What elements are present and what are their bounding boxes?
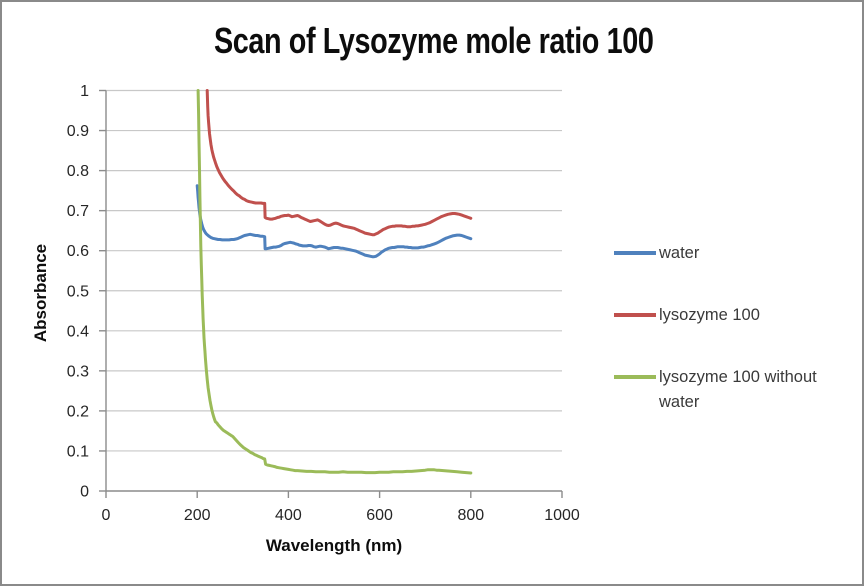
legend-label-lysozyme-100-without-water: lysozyme 100 without water — [659, 368, 817, 411]
y-tick-label: 1 — [80, 83, 89, 100]
legend-line-swatch-lysozyme-100-without-water — [614, 375, 656, 379]
x-tick-label: 0 — [102, 507, 111, 524]
y-tick-label: 0.5 — [67, 283, 89, 300]
chart-title-text: Scan of Lysozyme mole ratio 100 — [214, 20, 654, 61]
y-tick-label: 0.9 — [67, 123, 89, 140]
legend-item-water: water — [614, 241, 823, 266]
y-tick-label: 0.8 — [67, 163, 89, 180]
y-tick-label: 0.6 — [67, 243, 89, 260]
y-tick-label: 0.1 — [67, 443, 89, 460]
y-tick-label: 0.7 — [67, 203, 89, 220]
series-line-lysozyme-100-without-water — [196, 89, 473, 475]
series-line-water — [195, 184, 473, 259]
x-tick-label: 600 — [366, 507, 393, 524]
chart-title: Scan of Lysozyme mole ratio 100 — [2, 18, 862, 64]
series-line-lysozyme-100 — [205, 89, 473, 237]
x-axis-title: Wavelength (nm) — [265, 536, 403, 555]
y-axis-title: Absorbance — [31, 243, 50, 343]
y-tick-label: 0.2 — [67, 403, 89, 420]
legend-item-lysozyme-100: lysozyme 100 — [614, 303, 823, 328]
x-tick-label: 800 — [457, 507, 484, 524]
legend-item-lysozyme-100-without-water: lysozyme 100 without water — [614, 365, 823, 415]
y-tick-label: 0 — [80, 484, 89, 501]
y-tick-label: 0.3 — [67, 363, 89, 380]
y-tick-label: 0.4 — [67, 323, 89, 340]
legend-label-lysozyme-100: lysozyme 100 — [659, 306, 760, 324]
x-tick-label: 200 — [184, 507, 211, 524]
legend-label-water: water — [659, 244, 700, 262]
x-tick-label: 400 — [275, 507, 302, 524]
legend-line-swatch-lysozyme-100 — [614, 313, 656, 317]
x-tick-label: 1000 — [544, 507, 580, 524]
legend-line-swatch-water — [614, 251, 656, 255]
